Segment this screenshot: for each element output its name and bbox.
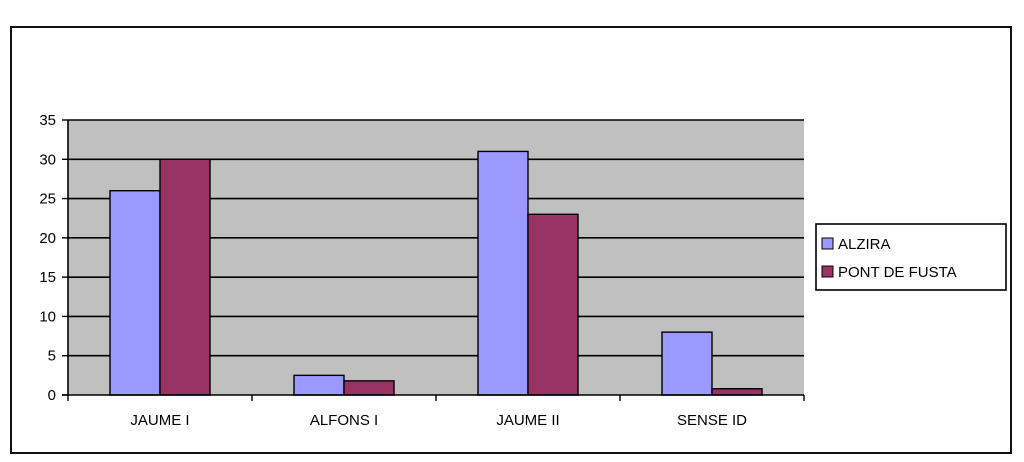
y-tick-label: 10 xyxy=(39,308,56,325)
bar xyxy=(527,213,579,396)
y-tick-label: 0 xyxy=(48,387,56,404)
y-tick-label: 30 xyxy=(39,151,56,168)
y-tick-label: 5 xyxy=(48,348,56,365)
y-tick-label: 35 xyxy=(39,112,56,129)
legend-box xyxy=(815,223,1007,291)
legend-swatch xyxy=(821,265,834,278)
x-tick-label: SENSE ID xyxy=(677,412,747,429)
x-tick-label: JAUME II xyxy=(496,412,559,429)
bar xyxy=(343,380,395,396)
y-tick-label: 20 xyxy=(39,230,56,247)
legend-label: PONT DE FUSTA xyxy=(838,264,957,281)
x-tick-label: ALFONS I xyxy=(310,412,378,429)
bar xyxy=(711,388,763,396)
legend-swatch xyxy=(821,237,834,250)
bar xyxy=(477,150,529,396)
bar xyxy=(293,374,345,396)
bar xyxy=(109,190,161,396)
y-tick-label: 15 xyxy=(39,269,56,286)
legend-label: ALZIRA xyxy=(838,236,891,253)
bar xyxy=(661,331,713,396)
x-tick-label: JAUME I xyxy=(130,412,189,429)
bar xyxy=(159,158,211,396)
y-tick-label: 25 xyxy=(39,191,56,208)
